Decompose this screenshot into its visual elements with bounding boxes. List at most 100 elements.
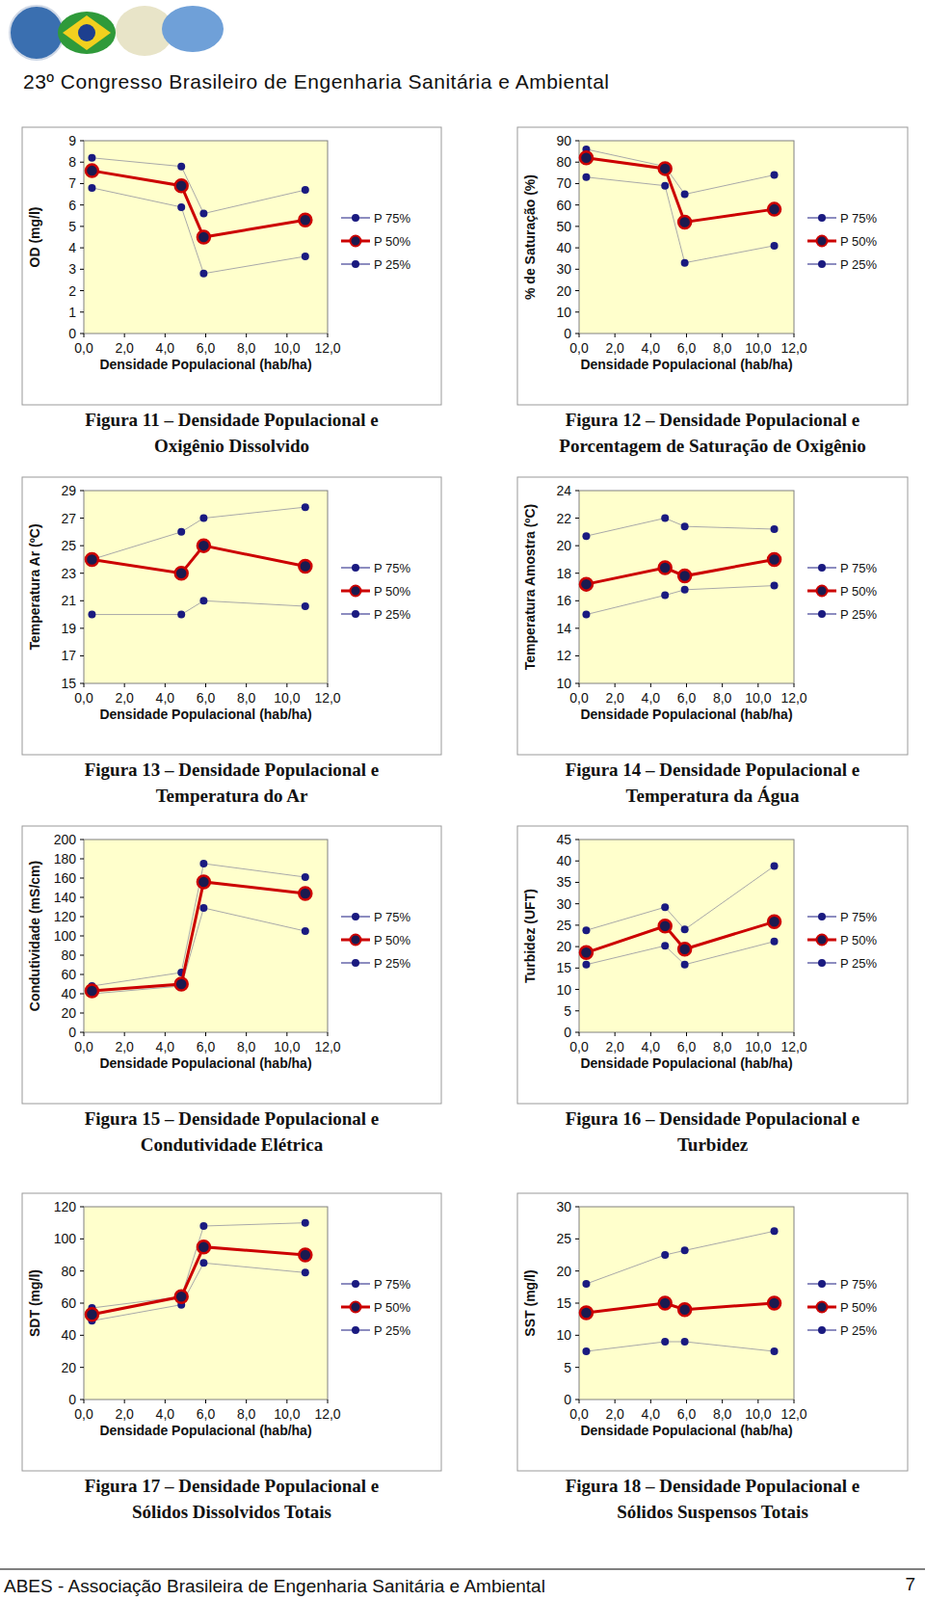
data-layer [85, 859, 312, 998]
x-tick-label: 4,0 [156, 340, 176, 356]
y-tick [79, 974, 84, 976]
point [659, 1296, 672, 1310]
x-tick-label: 2,0 [605, 1038, 625, 1055]
y-tick-label: 5 [563, 1003, 572, 1019]
legend-marker [818, 260, 826, 268]
x-tick-label: 6,0 [677, 689, 697, 706]
legend-label: P 25% [373, 1322, 412, 1338]
x-tick-label: 10,0 [744, 1038, 771, 1055]
y-axis-label: Turbidez (UFT) [522, 888, 538, 983]
point [581, 1279, 590, 1288]
point [770, 171, 779, 180]
legend-label: P 75% [840, 560, 878, 576]
y-tick [575, 204, 580, 206]
point [199, 859, 208, 868]
legend-label: P 50% [840, 234, 878, 249]
legend-marker [351, 609, 360, 618]
x-tick [614, 1399, 616, 1403]
x-tick [614, 1031, 616, 1036]
x-tick-label: 12,0 [780, 1405, 807, 1422]
point [199, 596, 208, 605]
x-tick [124, 333, 126, 338]
y-tick-label: 22 [555, 510, 572, 527]
x-tick [245, 1399, 247, 1403]
legend-label: P 50% [373, 234, 412, 249]
x-tick [286, 1031, 288, 1036]
x-axis-label: Densidade Populacional (hab/ha) [580, 1055, 793, 1071]
point [581, 610, 590, 619]
y-tick [79, 204, 84, 206]
x-tick [286, 333, 288, 338]
y-tick-label: 10 [555, 304, 572, 320]
legend-label: P 25% [840, 607, 878, 622]
point [767, 1296, 781, 1310]
point [175, 566, 188, 580]
x-tick-label: 6,0 [677, 1405, 697, 1422]
x-tick [327, 1399, 329, 1403]
point [581, 925, 590, 934]
point [175, 179, 188, 192]
y-tick [575, 1238, 580, 1240]
point [301, 185, 310, 194]
legend-label: P 75% [373, 560, 412, 576]
point [660, 182, 669, 190]
x-tick [686, 1031, 688, 1036]
legend-marker [818, 609, 826, 618]
legend-marker [350, 585, 362, 597]
x-tick-label: 2,0 [605, 1405, 625, 1422]
header-title: 23º Congresso Brasileiro de Engenharia S… [23, 70, 610, 93]
y-tick [575, 860, 580, 862]
chart-frame [517, 476, 908, 755]
x-tick [205, 1031, 207, 1036]
x-tick [286, 683, 288, 688]
y-tick-label: 9 [68, 132, 77, 149]
point [85, 1307, 99, 1321]
series-line [91, 881, 305, 991]
y-tick-label: 100 [53, 1230, 78, 1246]
y-tick [79, 545, 84, 547]
x-tick-label: 10,0 [744, 340, 771, 356]
plot-area [83, 140, 328, 334]
y-tick-label: 90 [555, 132, 572, 149]
point [580, 1306, 593, 1320]
y-tick-label: 30 [555, 261, 572, 277]
legend-label: P 25% [373, 257, 412, 272]
y-tick [575, 655, 580, 657]
y-tick-label: 8 [68, 154, 77, 170]
legend-label: P 25% [840, 1322, 878, 1338]
point [767, 203, 781, 216]
legend-label: P 25% [373, 607, 412, 622]
x-tick-label: 2,0 [114, 689, 134, 706]
x-tick-label: 0,0 [569, 340, 589, 356]
y-tick-label: 140 [53, 889, 78, 905]
x-tick [245, 333, 247, 338]
series-line [91, 1262, 305, 1321]
chart-frame [22, 825, 442, 1104]
point [581, 1347, 590, 1355]
logo-globe [9, 5, 64, 60]
y-tick [79, 877, 84, 879]
point [85, 164, 99, 178]
caption-line2: Condutividade Elétrica [140, 1134, 324, 1155]
y-tick [79, 655, 84, 657]
series-line [585, 585, 774, 615]
point [681, 925, 689, 933]
y-tick [79, 839, 84, 841]
y-tick [79, 161, 84, 163]
x-tick-label: 4,0 [641, 340, 661, 356]
x-axis-label: Densidade Populacional (hab/ha) [580, 706, 793, 722]
y-tick-label: 20 [60, 1004, 77, 1021]
y-tick-label: 35 [555, 873, 572, 890]
data-layer [580, 862, 781, 969]
x-tick-label: 8,0 [237, 689, 257, 706]
point [301, 1218, 310, 1227]
y-tick [575, 967, 580, 969]
x-tick [83, 683, 85, 688]
point [85, 553, 99, 566]
y-tick [575, 683, 580, 685]
y-axis-label: Condutividade (mS/cm) [26, 860, 43, 1011]
y-tick [575, 225, 580, 227]
caption: Figura 17 – Densidade Populacional e [84, 1475, 380, 1496]
y-tick-label: 45 [555, 831, 572, 847]
legend-label: P 75% [840, 1276, 878, 1292]
